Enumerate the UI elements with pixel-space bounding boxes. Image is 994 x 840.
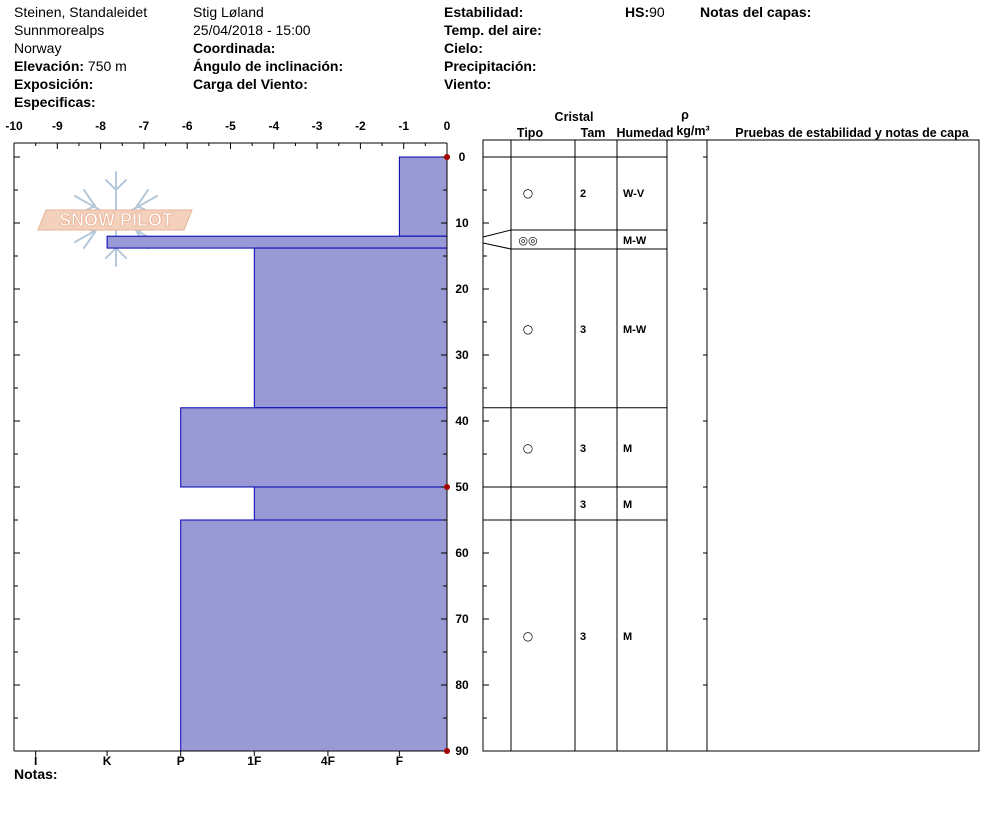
snowpilot-logo: SNOW PILOT bbox=[37, 171, 193, 267]
layer-humidity: M bbox=[623, 443, 632, 455]
x-tick-label: -6 bbox=[182, 119, 193, 133]
depth-tick-label: 30 bbox=[455, 348, 469, 362]
crystal-size: 3 bbox=[580, 443, 586, 455]
region-text: Sunnmorealps bbox=[14, 22, 105, 38]
depth-tick-label: 20 bbox=[455, 282, 469, 296]
hardness-bar-3 bbox=[253, 247, 448, 409]
hardness-label: I bbox=[34, 754, 37, 768]
depth-tick-label: 80 bbox=[455, 678, 469, 692]
x-tick-label: -5 bbox=[225, 119, 236, 133]
observer-text: Stig Løland bbox=[193, 4, 264, 20]
x-tick-label: -2 bbox=[355, 119, 366, 133]
coord-label: Coordinada: bbox=[193, 40, 276, 56]
layer-humidity: M-W bbox=[623, 235, 647, 247]
col-crystal: Cristal bbox=[555, 110, 594, 124]
depth-marker bbox=[444, 154, 450, 160]
hardness-bar-1 bbox=[398, 156, 448, 237]
sky-label: Cielo: bbox=[444, 40, 483, 56]
location-text: Steinen, Standaleidet bbox=[14, 4, 148, 20]
hardness-label: 1F bbox=[247, 754, 261, 768]
depth-tick-label: 40 bbox=[455, 414, 469, 428]
specifics-label: Especificas: bbox=[14, 94, 96, 110]
x-tick-label: -1 bbox=[398, 119, 409, 133]
hardness-label: 4F bbox=[321, 754, 335, 768]
hardness-bar-4 bbox=[180, 407, 448, 488]
exposure-label: Exposición: bbox=[14, 76, 94, 92]
col-humidity: Humedad bbox=[617, 126, 674, 140]
col-tests: Pruebas de estabilidad y notas de capa bbox=[735, 126, 969, 140]
x-tick-label: -4 bbox=[268, 119, 279, 133]
crystal-size: 3 bbox=[580, 324, 586, 336]
layer-humidity: W-V bbox=[623, 188, 645, 200]
layer-table: ○ 2 W-V ◎◎ M-W ○ 3 M-W ○ 3 M 3 M ○ 3 M bbox=[482, 139, 980, 752]
air-temp-label: Temp. del aire: bbox=[444, 22, 542, 38]
wind-label: Viento: bbox=[444, 76, 492, 92]
notes-label: Notas: bbox=[14, 766, 58, 782]
crystal-type-symbol: ○ bbox=[523, 322, 533, 336]
datetime-text: 25/04/2018 - 15:00 bbox=[193, 22, 311, 38]
depth-tick-label: 90 bbox=[455, 744, 469, 758]
depth-tick-label: 10 bbox=[455, 216, 469, 230]
depth-tick-label: 0 bbox=[459, 150, 466, 164]
x-tick-label: -9 bbox=[52, 119, 63, 133]
wind-load-label: Carga del Viento: bbox=[193, 76, 308, 92]
crystal-type-symbol: ○ bbox=[523, 186, 533, 200]
depth-marker bbox=[444, 484, 450, 490]
layer-boundary bbox=[482, 229, 667, 238]
depth-tick-label: 60 bbox=[455, 546, 469, 560]
table-frame bbox=[482, 139, 980, 752]
x-tick-label: -8 bbox=[95, 119, 106, 133]
depth-marker bbox=[444, 748, 450, 754]
hardness-bar-6 bbox=[180, 519, 448, 752]
x-tick-label: -3 bbox=[312, 119, 323, 133]
depth-axis: 0 10 20 30 40 50 60 70 80 90 bbox=[441, 150, 469, 758]
col-rho: ρ bbox=[681, 108, 689, 122]
depth-tick-label: 50 bbox=[455, 480, 469, 494]
hardness-label: K bbox=[103, 754, 112, 768]
crystal-type-symbol: ○ bbox=[523, 629, 533, 643]
precip-label: Precipitación: bbox=[444, 58, 537, 74]
hardness-label: F bbox=[396, 754, 403, 768]
elevation-label: Elevación: bbox=[14, 58, 85, 74]
col-density-unit: kg/m³ bbox=[676, 124, 709, 138]
hardness-bars bbox=[106, 156, 448, 752]
crystal-size: 2 bbox=[580, 188, 586, 200]
elevation-row: Elevación: 750 m bbox=[14, 57, 127, 75]
col-size: Tam bbox=[581, 126, 606, 140]
crystal-size: 3 bbox=[580, 499, 586, 511]
hs-value: 90 bbox=[649, 4, 665, 20]
layer-humidity: M bbox=[623, 499, 632, 511]
stability-label: Estabilidad: bbox=[444, 4, 524, 20]
crystal-type-symbol: ○ bbox=[523, 441, 533, 455]
layer-boundary bbox=[482, 242, 667, 250]
depth-tick-label: 70 bbox=[455, 612, 469, 626]
slope-label: Ángulo de inclinación: bbox=[193, 58, 344, 74]
snowpilot-logo-text: SNOW PILOT bbox=[59, 210, 173, 230]
x-tick-label: -7 bbox=[139, 119, 150, 133]
elevation-value: 750 m bbox=[87, 58, 127, 74]
crystal-type-symbol: ◎◎ bbox=[518, 234, 537, 247]
hardness-bar-5 bbox=[253, 486, 448, 521]
x-tick-label: -10 bbox=[5, 119, 23, 133]
crystal-size: 3 bbox=[580, 631, 586, 643]
x-tick-label: 0 bbox=[444, 119, 451, 133]
hs-row: HS:90 bbox=[625, 3, 665, 21]
layer-humidity: M bbox=[623, 631, 632, 643]
country-text: Norway bbox=[14, 40, 62, 56]
col-type: Tipo bbox=[517, 126, 544, 140]
hs-label: HS: bbox=[625, 4, 650, 20]
layer-notes-label: Notas del capas: bbox=[700, 4, 812, 20]
hardness-label: P bbox=[177, 754, 185, 768]
hardness-bar-2 bbox=[106, 235, 448, 249]
hardness-axis: -10 -9 -8 -7 -6 -5 -4 -3 -2 -1 0I K P 1F 4F F bbox=[5, 119, 450, 768]
layer-humidity: M-W bbox=[623, 324, 647, 336]
